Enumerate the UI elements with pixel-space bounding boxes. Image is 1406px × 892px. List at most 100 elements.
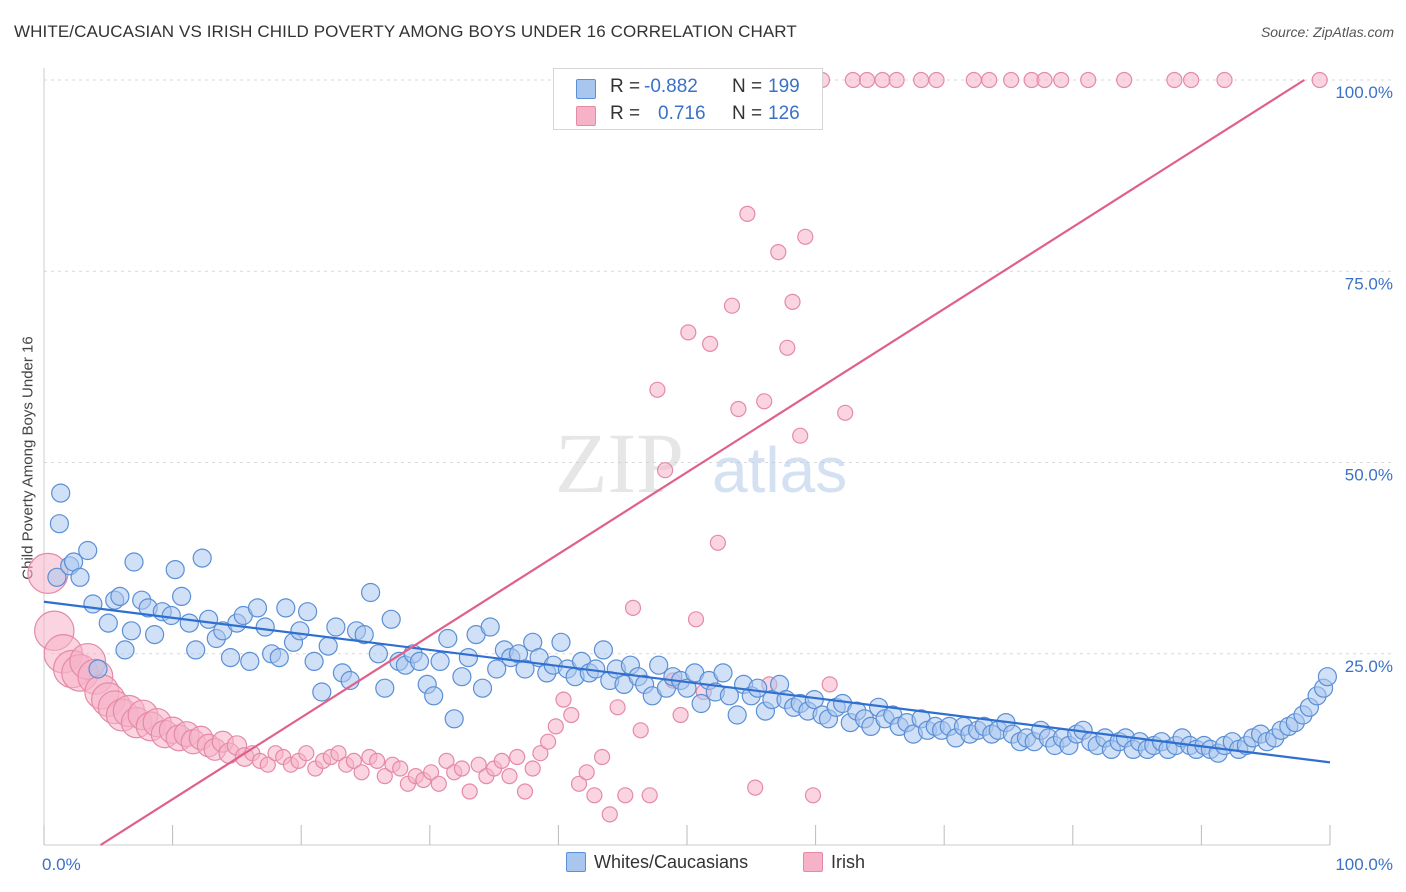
irish-point (509, 748, 526, 766)
irish-point (797, 228, 814, 245)
whites-point (304, 651, 324, 672)
irish-point (1311, 71, 1328, 89)
irish-point (547, 718, 564, 735)
irish-point (353, 764, 370, 781)
legend-n-label: N = (732, 103, 763, 124)
whites-point (70, 567, 90, 587)
whites-point (381, 609, 401, 629)
whites-point (161, 605, 181, 626)
source-credit: Source: ZipAtlas.com (1260, 24, 1394, 40)
whites-point (430, 651, 450, 672)
irish-point (624, 599, 642, 617)
x-tick-label: 0.0% (42, 855, 81, 874)
axes (43, 68, 1331, 846)
irish-point (430, 775, 447, 792)
y-tick-label: 75.0% (1345, 274, 1393, 293)
irish-point (701, 335, 719, 352)
irish-point (656, 462, 674, 479)
irish-point (821, 676, 838, 693)
irish-point (912, 71, 930, 89)
legend-r-label: R = (610, 76, 641, 97)
whites-point (145, 624, 165, 645)
whites-point (452, 667, 472, 687)
irish-point (298, 745, 315, 762)
irish-point (649, 381, 666, 398)
whites-point (165, 559, 185, 580)
whites-point (312, 682, 332, 702)
whites-point (354, 624, 374, 645)
bottom-legend-whites: Whites/Caucasians (566, 852, 748, 873)
irish-point (1053, 71, 1070, 89)
whites-point (49, 514, 70, 534)
whites-point (375, 678, 395, 698)
legend-swatch-blue (576, 79, 596, 99)
tick-labels: 25.0% 50.0% 75.0% 100.0% 0.0% 100.0% (42, 83, 1393, 874)
y-tick-label: 100.0% (1335, 83, 1393, 102)
irish-point (804, 787, 822, 804)
irish-point (844, 71, 862, 89)
irish-point (516, 783, 534, 800)
irish-point (928, 71, 945, 89)
whites-point (172, 586, 192, 607)
trend-lines (43, 79, 1331, 846)
whites-point (593, 640, 614, 660)
whites-point (515, 659, 535, 679)
legend-r-value-whites: -0.882 (644, 76, 698, 97)
irish-point (1002, 71, 1020, 89)
irish-point (369, 752, 386, 770)
y-tick-label: 25.0% (1345, 657, 1393, 676)
irish-point (578, 764, 595, 781)
legend-n-value-whites: 199 (768, 76, 800, 97)
irish-point (747, 779, 764, 796)
grid-lines (44, 79, 1395, 655)
whites-point (83, 594, 103, 614)
irish-point (680, 324, 697, 341)
irish-point (470, 756, 487, 773)
irish-point (609, 699, 626, 716)
bottom-swatch-blue (566, 852, 586, 872)
x-tick-label: 100.0% (1335, 855, 1393, 874)
whites-points (47, 483, 1338, 763)
whites-point (691, 693, 711, 714)
whites-point (247, 598, 268, 618)
whites-point (47, 567, 67, 587)
whites-point (88, 659, 108, 679)
irish-point (709, 534, 727, 551)
y-tick-label: 50.0% (1345, 466, 1393, 485)
whites-point (438, 628, 458, 649)
irish-point (779, 339, 796, 356)
whites-trend-line (43, 600, 1331, 764)
irish-point (453, 760, 470, 777)
irish-point (601, 806, 618, 823)
irish-point (524, 760, 541, 777)
whites-point (220, 647, 241, 668)
whites-point (269, 647, 289, 668)
whites-point (727, 705, 747, 725)
irish-point (687, 611, 705, 628)
irish-point (586, 787, 603, 804)
whites-point (124, 552, 144, 572)
irish-point (563, 706, 580, 724)
whites-point (748, 678, 768, 698)
legend-n-value-irish: 126 (768, 103, 800, 124)
whites-point (98, 613, 118, 633)
irish-point (965, 71, 982, 89)
irish-point (555, 691, 572, 708)
whites-point (240, 651, 260, 672)
whites-point (51, 483, 71, 503)
whites-point (444, 709, 464, 729)
whites-point (487, 659, 507, 679)
irish-point (539, 733, 557, 750)
irish-point (493, 752, 510, 770)
irish-point (784, 293, 801, 310)
whites-point (298, 602, 318, 622)
irish-points (27, 71, 1328, 823)
irish-point (593, 748, 611, 766)
irish-point (423, 764, 440, 781)
whites-point (192, 548, 212, 568)
irish-point (770, 244, 787, 261)
irish-point (981, 71, 998, 89)
whites-point (713, 663, 733, 683)
irish-point (858, 71, 876, 89)
